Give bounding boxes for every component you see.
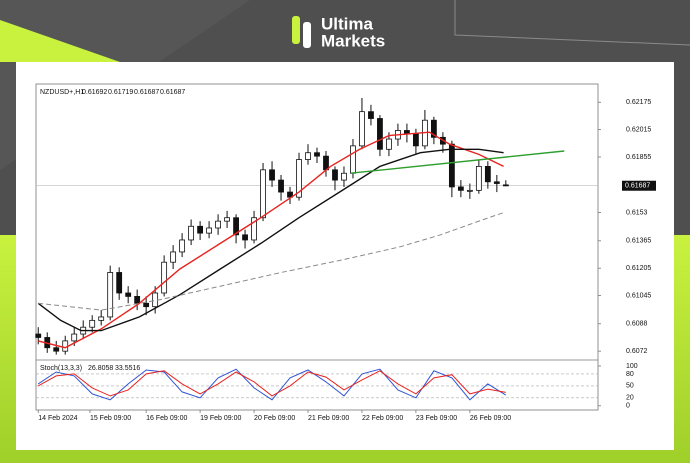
bg-line	[454, 0, 690, 46]
bg-lime-top	[0, 20, 120, 62]
candle-body	[448, 143, 455, 188]
last-price-label: 0.61687	[625, 183, 650, 190]
candle-body	[457, 186, 464, 191]
candle-body	[287, 191, 293, 198]
x-tick-label: 22 Feb 09:00	[362, 415, 403, 422]
candle-body	[502, 184, 509, 187]
candle-body	[242, 234, 248, 241]
candle-body	[359, 111, 365, 147]
header-value: 0.61692	[82, 89, 107, 96]
header-value: 0.61719	[108, 89, 133, 96]
stoch-line	[37, 370, 506, 397]
line-series	[350, 150, 565, 174]
logo-icon	[303, 22, 311, 48]
candle-body	[368, 111, 374, 119]
candle-body	[377, 118, 383, 150]
candle-body	[233, 217, 239, 236]
candle-body	[152, 292, 159, 308]
candle-body	[278, 179, 284, 193]
x-tick-label: 19 Feb 09:00	[200, 415, 241, 422]
header-value: 0.61687	[160, 89, 185, 96]
header-symbol: NZDUSD+,H1	[40, 89, 84, 96]
candle-body	[143, 302, 150, 308]
candle-body	[71, 333, 78, 342]
y-tick-label: 0.61365	[626, 238, 651, 245]
x-tick-label: 16 Feb 09:00	[146, 415, 187, 422]
candle-body	[170, 251, 177, 263]
y-tick-label: 0.6072	[626, 348, 648, 355]
stoch-value: 26.8058	[88, 365, 113, 372]
brand-line: Ultima	[321, 14, 374, 33]
brand-line: Markets	[321, 31, 385, 50]
stoch-tick-label: 50	[626, 383, 634, 390]
candle-body	[197, 225, 204, 234]
candle-body	[332, 169, 338, 181]
candle-body	[188, 225, 195, 241]
stoch-label: Stoch(13,3,3)	[40, 365, 82, 372]
candle-body	[466, 189, 473, 192]
stoch-tick-label: 80	[626, 371, 634, 378]
line-series	[37, 148, 504, 332]
candle-body	[116, 272, 123, 294]
candle-body	[341, 172, 347, 181]
line-series	[38, 131, 504, 349]
candle-body	[215, 220, 221, 229]
x-tick-label: 20 Feb 09:00	[254, 415, 295, 422]
stoch-value: 33.5516	[115, 365, 140, 372]
y-tick-label: 0.61045	[626, 292, 651, 299]
candle-body	[89, 319, 96, 328]
candle-body	[35, 333, 42, 338]
candle-body	[206, 227, 212, 234]
candle-body	[305, 152, 311, 160]
candle-body	[413, 133, 419, 147]
candle-body	[251, 217, 257, 241]
x-tick-label: 14 Feb 2024	[38, 415, 77, 422]
header-value: 0.61687	[134, 89, 159, 96]
x-tick-label: 26 Feb 09:00	[470, 415, 511, 422]
y-tick-label: 0.6153	[626, 209, 648, 216]
stoch-tick-label: 0	[626, 403, 630, 410]
plot-frame	[35, 83, 599, 411]
x-tick-label: 21 Feb 09:00	[308, 415, 349, 422]
candle-body	[161, 261, 168, 294]
candle-body	[260, 169, 266, 219]
y-tick-label: 0.62015	[626, 126, 651, 133]
candle-body	[98, 316, 105, 321]
candle-body	[493, 181, 500, 184]
candle-body	[125, 292, 132, 297]
y-tick-label: 0.61205	[626, 265, 651, 272]
logo-icon	[292, 16, 300, 44]
last-price-box	[622, 180, 656, 191]
candle-body	[475, 166, 482, 191]
candle-body	[134, 296, 141, 304]
y-tick-label: 0.61855	[626, 154, 651, 161]
y-tick-label: 0.6088	[626, 321, 648, 328]
candle-body	[224, 217, 230, 222]
candle-body	[314, 152, 320, 157]
candle-body	[386, 138, 392, 150]
candle-body	[179, 239, 186, 253]
candle-body	[296, 159, 302, 198]
candle-body	[430, 119, 437, 138]
candle-body	[484, 166, 491, 183]
candle-body	[269, 169, 275, 181]
x-tick-label: 15 Feb 09:00	[90, 415, 131, 422]
stoch-tick-label: 100	[626, 363, 638, 370]
x-tick-label: 23 Feb 09:00	[416, 415, 457, 422]
y-tick-label: 0.62175	[626, 99, 651, 106]
candle-body	[53, 347, 60, 352]
line-series	[38, 212, 504, 311]
stoch-tick-label: 20	[626, 395, 634, 402]
candle-body	[350, 145, 356, 174]
candle-body	[107, 272, 114, 318]
stoch-line	[37, 368, 507, 401]
